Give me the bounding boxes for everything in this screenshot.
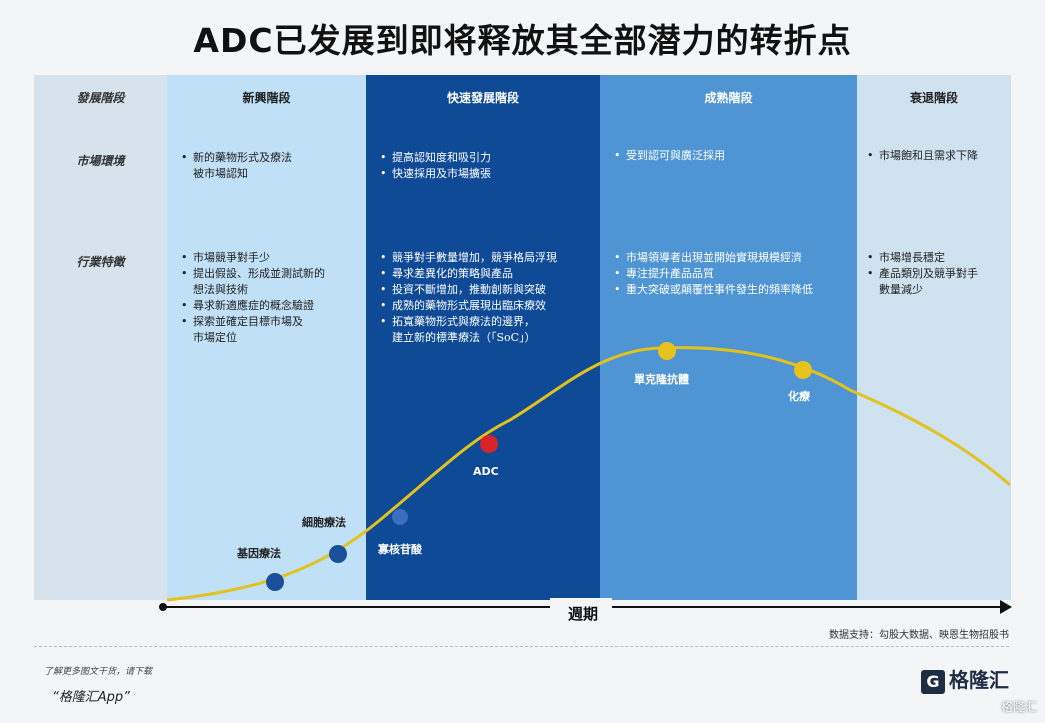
bullet-item: 受到認可與廣泛採用 — [614, 148, 725, 164]
bullet-continuation: 想法與技術 — [193, 283, 248, 296]
row-label-column: 發展階段 市場環境 行業特徵 — [34, 75, 167, 600]
stage-header: 快速發展階段 — [446, 91, 519, 105]
page-title: ADC已发展到即将释放其全部潜力的转折点 — [193, 21, 852, 60]
footer-promo: 了解更多图文干货，请下载 — [44, 667, 153, 677]
bullet-item: 探索並確定目標市場及 — [181, 314, 325, 330]
axis-origin-dot — [159, 603, 167, 611]
brand-logo: G 格隆汇 — [921, 664, 1009, 694]
bullet-item: 尋求差異化的策略與產品 — [380, 266, 557, 282]
industry-bullets: 市場競爭對手少 提出假設、形成並測試新的 想法與技術 尋求新適應症的概念驗證 探… — [179, 250, 325, 346]
axis-label-backdrop — [550, 598, 612, 618]
bullet-item: 投資不斷增加，推動創新與突破 — [380, 282, 557, 298]
bullet-item: 拓寬藥物形式與療法的邊界， — [380, 314, 557, 330]
logo-icon: G — [921, 669, 945, 694]
data-source: 数据支持：勾股大数据、映恩生物招股书 — [829, 630, 1009, 641]
market-bullets: 市場飽和且需求下降 — [865, 148, 978, 164]
stage-rapid-growth: 快速發展階段 提高認知度和吸引力 快速採用及市場擴張 競爭對手數量增加，競爭格局… — [366, 75, 600, 600]
logo-text: 格隆汇 — [949, 668, 1009, 692]
industry-bullets: 市場增長穩定 產品類別及競爭對手 數量減少 — [865, 250, 978, 298]
bullet-item: 提出假設、形成並測試新的 — [181, 266, 325, 282]
axis-label: 週期 — [568, 605, 599, 623]
bullet-item: 新的藥物形式及療法 — [181, 150, 292, 166]
label-oligonucleotide: 寡核苷酸 — [378, 543, 422, 556]
label-monoclonal-antibody: 單克隆抗體 — [634, 373, 689, 386]
row-label-stage: 發展階段 — [76, 91, 125, 105]
label-chemotherapy: 化療 — [788, 390, 810, 403]
bullet-item: 競爭對手數量增加，競爭格局浮現 — [380, 250, 557, 266]
stage-decline: 衰退階段 市場飽和且需求下降 市場增長穩定 產品類別及競爭對手 數量減少 — [857, 75, 1011, 600]
bullet-item: 專注提升產品品質 — [614, 266, 813, 282]
bullet-continuation: 被市場認知 — [193, 167, 248, 180]
label-cell-therapy: 細胞療法 — [302, 516, 346, 529]
label-adc: ADC — [473, 465, 499, 478]
stage-header: 成熟階段 — [704, 91, 753, 105]
market-bullets: 新的藥物形式及療法 被市場認知 — [179, 150, 292, 182]
bullet-item: 尋求新適應症的概念驗證 — [181, 298, 325, 314]
bullet-item: 成熟的藥物形式展現出臨床療效 — [380, 298, 557, 314]
bullet-item: 市場領導者出現並開始實現規模經濟 — [614, 250, 813, 266]
row-label-industry: 行業特徵 — [76, 255, 125, 269]
bullet-item: 快速採用及市場擴張 — [380, 166, 491, 182]
market-bullets: 提高認知度和吸引力 快速採用及市場擴張 — [378, 150, 491, 182]
bullet-item: 市場增長穩定 — [867, 250, 978, 266]
bullet-continuation: 數量減少 — [879, 283, 923, 296]
bullet-item: 提高認知度和吸引力 — [380, 150, 491, 166]
market-bullets: 受到認可與廣泛採用 — [612, 148, 725, 164]
row-label-market: 市場環境 — [76, 154, 125, 168]
stage-mature: 成熟階段 受到認可與廣泛採用 市場領導者出現並開始實現規模經濟 專注提升產品品質… — [600, 75, 857, 600]
label-gene-therapy: 基因療法 — [237, 547, 281, 560]
axis-arrowhead — [1000, 600, 1012, 614]
stage-header: 衰退階段 — [909, 91, 958, 105]
bullet-item: 市場飽和且需求下降 — [867, 148, 978, 164]
stage-header: 新興階段 — [242, 91, 291, 105]
industry-bullets: 市場領導者出現並開始實現規模經濟 專注提升產品品質 重大突破或顛覆性事件發生的頻… — [612, 250, 813, 298]
bullet-continuation: 市場定位 — [193, 331, 237, 344]
watermark: 格隆汇 — [1000, 700, 1037, 714]
bullet-item: 重大突破或顛覆性事件發生的頻率降低 — [614, 282, 813, 298]
footer-divider — [34, 646, 1009, 647]
footer-app-name: “格隆汇App” — [52, 690, 130, 705]
bullet-item: 產品類別及競爭對手 — [867, 266, 978, 282]
industry-bullets: 競爭對手數量增加，競爭格局浮現 尋求差異化的策略與產品 投資不斷增加，推動創新與… — [378, 250, 557, 346]
bullet-item: 市場競爭對手少 — [181, 250, 325, 266]
bullet-continuation: 建立新的標準療法（「SoC」） — [392, 331, 536, 344]
